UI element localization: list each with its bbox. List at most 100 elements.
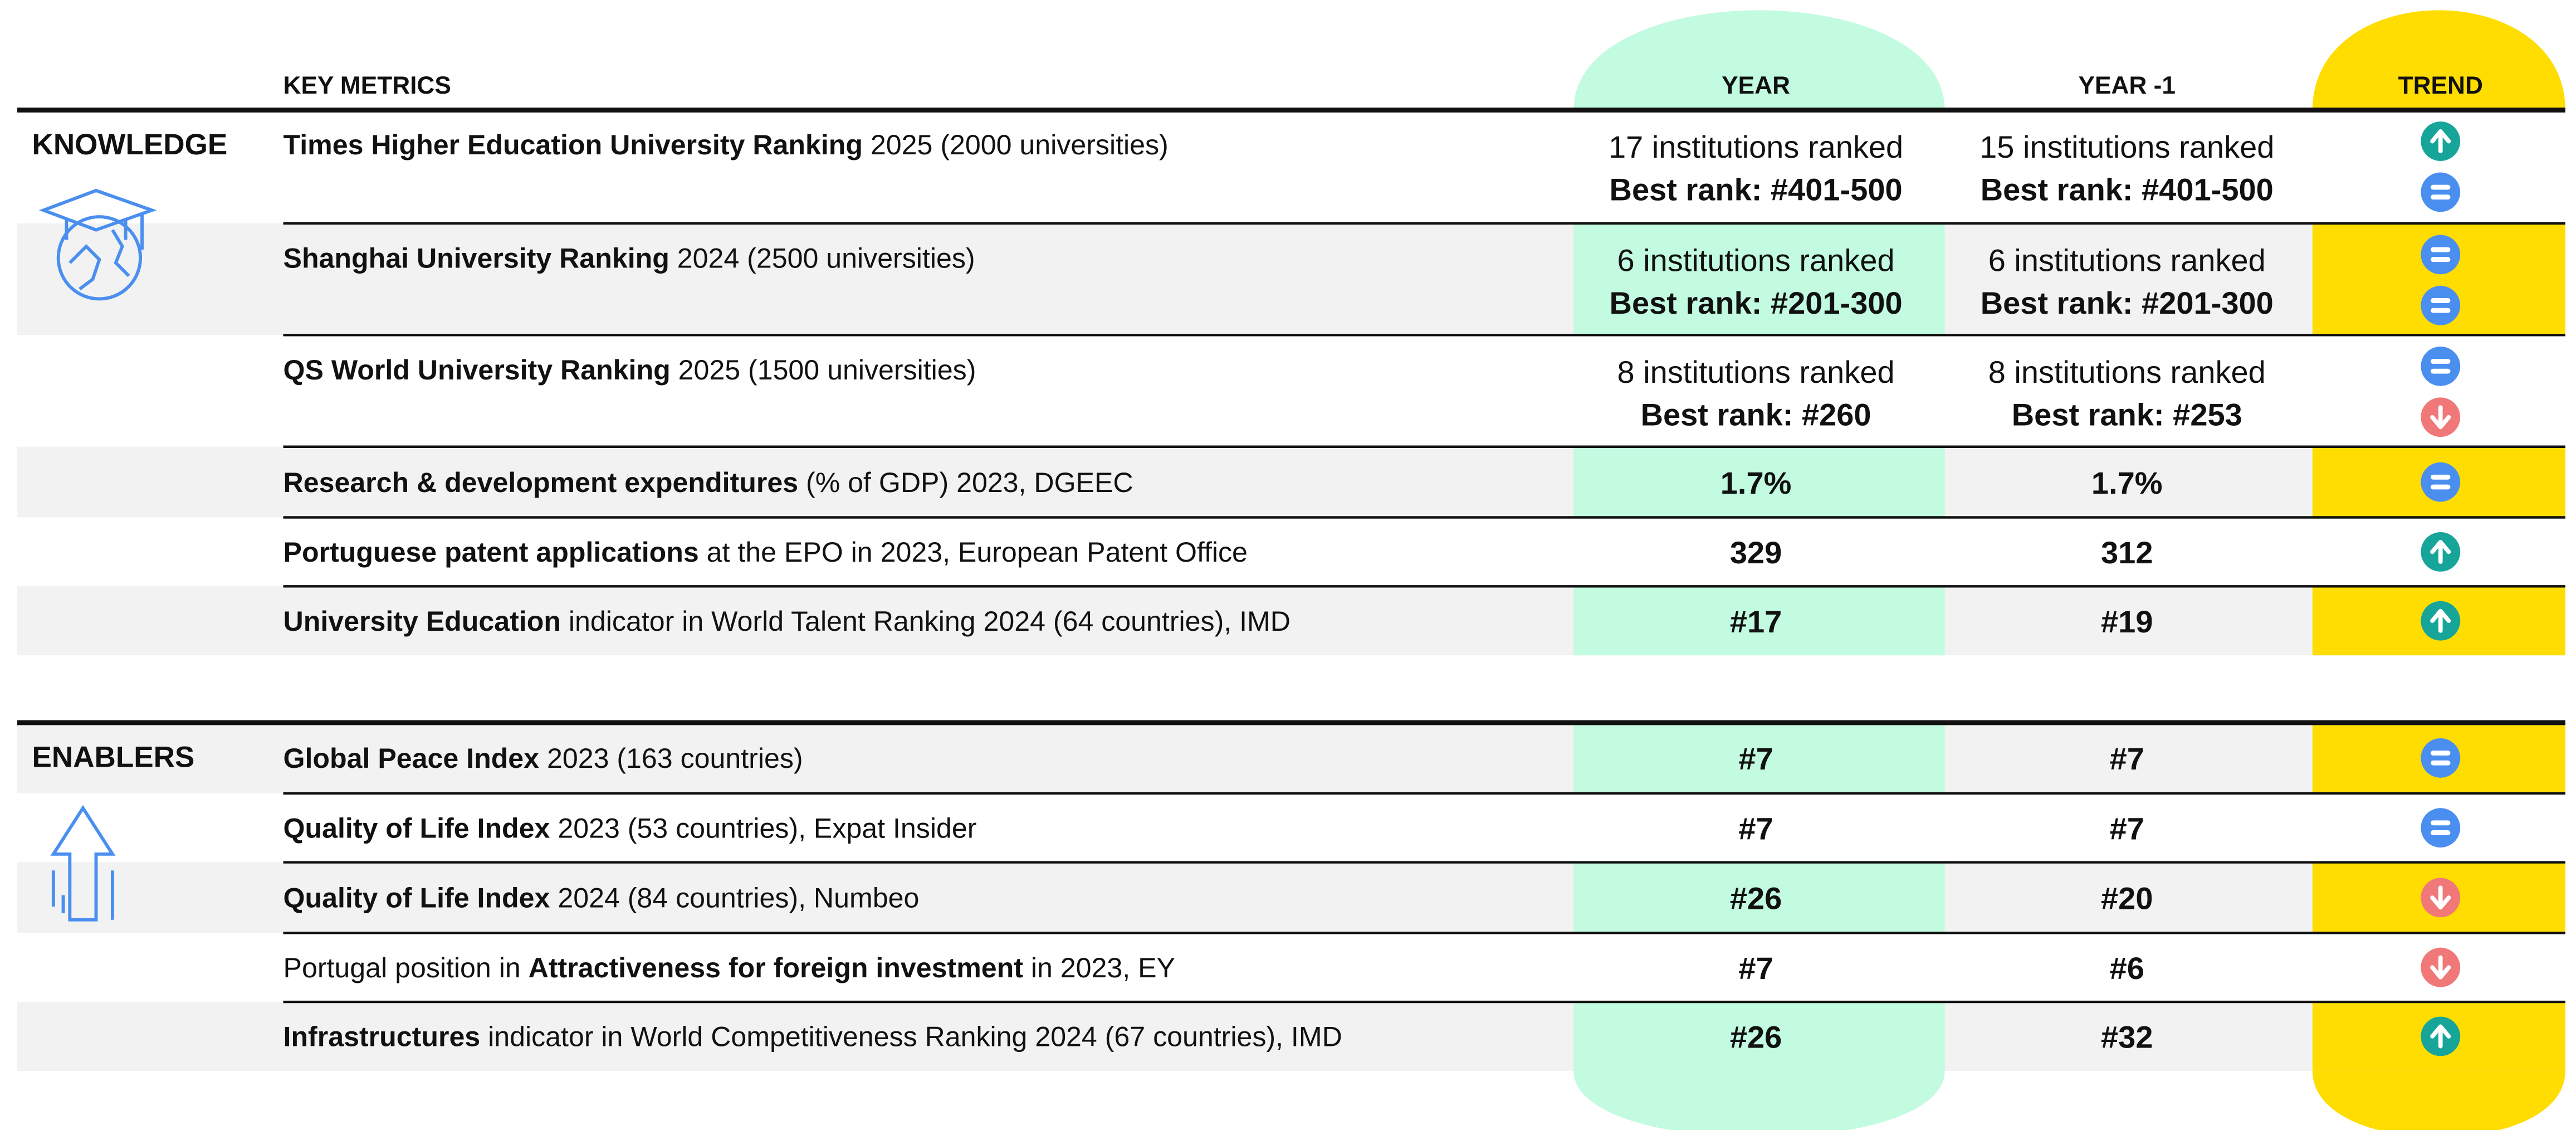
year-value: #7 [1738,811,1773,846]
trend-icon-equal [2421,462,2461,502]
metric: Quality of Life Index 2023 (53 countries… [283,812,977,844]
year_prev-value: #6 [2110,951,2144,986]
trend-icon-equal [2421,808,2461,847]
metric: University Education indicator in World … [283,606,1291,637]
year_prev-value: Best rank: #253 [2012,397,2242,432]
metric: Research & development expenditures (% o… [283,467,1133,498]
equal-bar [2431,257,2451,262]
equal-bar [2431,474,2451,480]
metric-part: indicator in World Talent Ranking 2024 (… [561,606,1291,637]
metric-part: Global Peace Index [283,743,540,774]
metric-part: QS World University Ranking [283,354,671,386]
background [17,10,2565,1130]
metric-part: in 2023, EY [1023,952,1175,983]
year_prev-value: Best rank: #401-500 [1981,172,2274,207]
equal-bar [2431,830,2451,835]
equal-bar [2431,368,2451,374]
metric-part: Quality of Life Index [283,812,550,844]
metric-part: 2024 (2500 universities) [669,242,975,274]
year-cap-bottom [1573,1070,1945,1130]
year-value: #17 [1730,604,1782,639]
arrow [2430,129,2451,154]
metric-part: at the EPO in 2023, European Patent Offi… [699,537,1248,568]
year-cap-top [1573,10,1945,110]
equal-bar [2431,194,2451,200]
metric-part: 2023 (163 countries) [539,743,803,774]
row-shade [17,446,2565,518]
year-shade [1573,722,1945,793]
year-value: 1.7% [1720,465,1792,500]
header-metric: KEY METRICS [283,72,451,99]
arrow [2430,608,2451,633]
equal-bar [2431,308,2451,313]
equal-bar [2431,247,2451,252]
year-value: 329 [1730,535,1782,570]
metric-part: (% of GDP) 2023, DGEEC [798,467,1133,498]
metric-part: Times Higher Education University Rankin… [283,129,863,160]
metric-part: 2025 (1500 universities) [671,354,976,386]
year-shade [1573,223,1945,335]
enablers-icon [50,805,116,922]
metric-part: indicator in World Competitiveness Ranki… [480,1021,1342,1053]
header-year: YEAR [1722,72,1790,99]
equal-bar [2431,359,2451,364]
equal-bar [2431,184,2451,190]
row-shade [17,862,2565,933]
metric-part: 2025 (2000 universities) [863,129,1169,160]
year_prev-value: 6 institutions ranked [1988,242,2266,277]
arrow [2430,405,2451,430]
metric: Global Peace Index 2023 (163 countries) [283,743,803,774]
year_prev-value: 312 [2101,535,2153,570]
trend-icon-down [2421,947,2461,987]
trend-circle [2421,235,2461,275]
metric: Portuguese patent applications at the EP… [283,537,1248,568]
arrow [2430,955,2451,980]
metric-part: Infrastructures [283,1021,481,1053]
year_prev-value: #19 [2101,604,2153,639]
year_prev-value: #20 [2101,881,2153,916]
metric-part: Quality of Life Index [283,883,550,914]
year_prev-value: 1.7% [2091,465,2163,500]
trend-icon-up [2421,121,2461,161]
year-value: Best rank: #201-300 [1610,285,1903,320]
row-shade [17,722,2565,793]
metric: Portugal position in Attractiveness for … [283,952,1175,983]
year_prev-value: #32 [2101,1020,2153,1055]
year_prev-value: #7 [2110,741,2144,776]
section-label: KNOWLEDGE [32,128,228,161]
metric: QS World University Ranking 2025 (1500 u… [283,354,976,386]
trend-icon-equal [2421,346,2461,386]
year_prev-value: Best rank: #201-300 [1981,285,2274,320]
year_prev-value: #7 [2110,811,2144,846]
trend-circle [2421,285,2461,325]
trend-circle [2421,346,2461,386]
header-trend: TREND [2398,72,2483,99]
arrow [2430,539,2451,564]
trend-circle [2421,808,2461,847]
row-shade [17,1002,2565,1071]
arrow [2430,1024,2451,1049]
trend-icon-down [2421,397,2461,437]
year-shade [1573,446,1945,518]
metric: Shanghai University Ranking 2024 (2500 u… [283,242,975,274]
year_prev-value: 8 institutions ranked [1988,354,2266,389]
row-shade [17,223,2565,335]
trend-icon-equal [2421,235,2461,275]
knowledge-icon [38,188,157,301]
trend-icon-up [2421,601,2461,641]
year-value: 17 institutions ranked [1609,129,1903,164]
trend-cap-bottom [2312,1070,2565,1130]
metric: Quality of Life Index 2024 (84 countries… [283,883,920,914]
year-shade [1573,862,1945,933]
metric: Infrastructures indicator in World Compe… [283,1021,1342,1053]
metric-part: 2023 (53 countries), Expat Insider [550,812,976,844]
metric-part: Portugal position in [283,952,529,983]
year-value: Best rank: #401-500 [1610,172,1903,207]
trend-icon-up [2421,1016,2461,1056]
year-value: Best rank: #260 [1641,397,1871,432]
metric-part: Research & development expenditures [283,467,799,498]
equal-bar [2431,820,2451,826]
year-shade [1573,586,1945,656]
trend-circle [2421,738,2461,778]
trend-circle [2421,172,2461,212]
